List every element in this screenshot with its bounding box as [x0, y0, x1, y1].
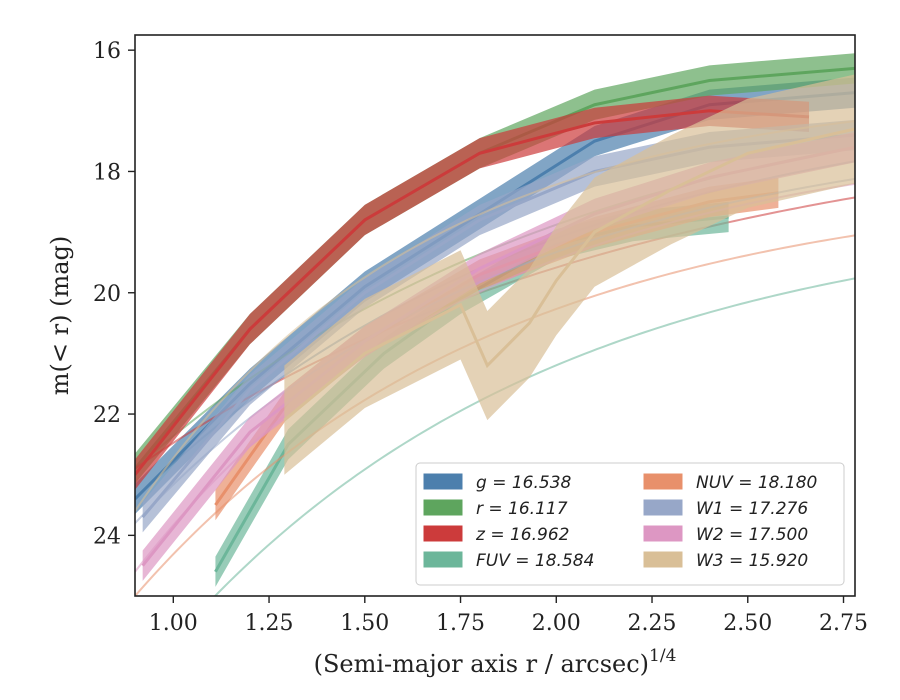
x-tick-label: 2.00 [532, 611, 581, 636]
series-line-2 [135, 109, 810, 476]
legend-label-4: NUV = 18.180 [696, 473, 817, 493]
legend-swatch-3 [423, 551, 463, 568]
x-tick-label: 1.00 [149, 611, 198, 636]
y-tick-label: 18 [93, 160, 121, 185]
x-tick-label: 2.25 [628, 611, 677, 636]
legend-swatch-0 [423, 473, 463, 490]
legend-swatch-7 [643, 551, 683, 568]
legend-swatch-1 [423, 499, 463, 516]
legend-label-0: g = 16.538 [476, 473, 572, 493]
legend-box [415, 462, 845, 586]
legend-swatch-2 [423, 525, 463, 542]
y-tick-label: 16 [93, 39, 121, 64]
legend-label-5: W1 = 17.276 [696, 499, 808, 519]
y-tick-label: 20 [93, 282, 121, 307]
plot-frame [134, 34, 856, 597]
legend-label-3: FUV = 18.584 [476, 551, 594, 571]
x-tick-label: 2.50 [723, 611, 772, 636]
x-tick-label: 2.75 [819, 611, 868, 636]
y-tick-label: 22 [93, 403, 121, 428]
series-band-7 [284, 74, 855, 475]
legend-label-1: r = 16.117 [476, 499, 568, 519]
legend-label-7: W3 = 15.920 [696, 551, 808, 571]
x-tick-label: 1.25 [245, 611, 294, 636]
legend-label-2: z = 16.962 [475, 525, 569, 545]
y-axis-label: m(< r) (mag) [46, 236, 74, 395]
series-band-5 [142, 119, 855, 533]
legend-swatch-5 [643, 499, 683, 516]
y-tick-label: 24 [93, 524, 121, 549]
x-axis-label: (Semi-major axis r / arcsec)1/4 [314, 646, 677, 678]
plot-area [135, 53, 855, 596]
series-line-7 [283, 127, 855, 422]
legend-label-6: W2 = 17.500 [696, 525, 808, 545]
legend-swatch-6 [643, 525, 683, 542]
x-tick-label: 1.75 [436, 611, 485, 636]
legend-swatch-4 [643, 473, 683, 490]
x-tick-label: 1.50 [340, 611, 389, 636]
